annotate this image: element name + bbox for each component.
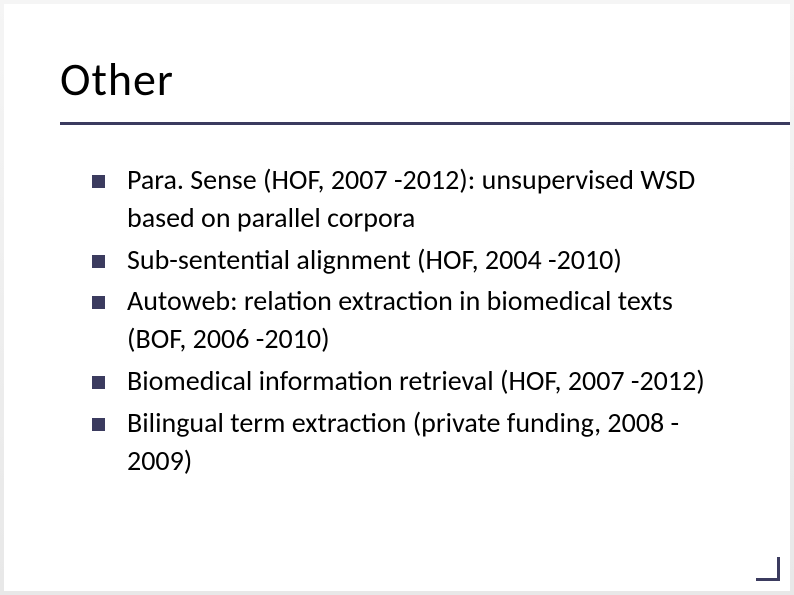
square-bullet-icon <box>92 255 105 268</box>
bullet-text: Sub-sentential alignment (HOF, 2004 -201… <box>127 241 622 279</box>
bullet-text: Para. Sense (HOF, 2007 -2012): unsupervi… <box>127 161 734 237</box>
square-bullet-icon <box>92 376 105 389</box>
corner-accent-icon <box>756 557 780 581</box>
square-bullet-icon <box>92 296 105 309</box>
bullet-text: Bilingual term extraction (private fundi… <box>127 404 734 480</box>
slide-inner: Other Para. Sense (HOF, 2007 -2012): uns… <box>4 4 790 591</box>
bullet-text: Autoweb: relation extraction in biomedic… <box>127 282 734 358</box>
bullet-item: Bilingual term extraction (private fundi… <box>92 404 734 480</box>
bullet-item: Autoweb: relation extraction in biomedic… <box>92 282 734 358</box>
square-bullet-icon <box>92 175 105 188</box>
bullet-item: Sub-sentential alignment (HOF, 2004 -201… <box>92 241 734 279</box>
slide-title: Other <box>60 52 790 108</box>
bullet-item: Para. Sense (HOF, 2007 -2012): unsupervi… <box>92 161 734 237</box>
content-area: Para. Sense (HOF, 2007 -2012): unsupervi… <box>4 125 790 479</box>
bullet-text: Biomedical information retrieval (HOF, 2… <box>127 362 705 400</box>
title-area: Other <box>4 4 790 125</box>
slide-container: Other Para. Sense (HOF, 2007 -2012): uns… <box>0 0 794 595</box>
square-bullet-icon <box>92 418 105 431</box>
bullet-item: Biomedical information retrieval (HOF, 2… <box>92 362 734 400</box>
